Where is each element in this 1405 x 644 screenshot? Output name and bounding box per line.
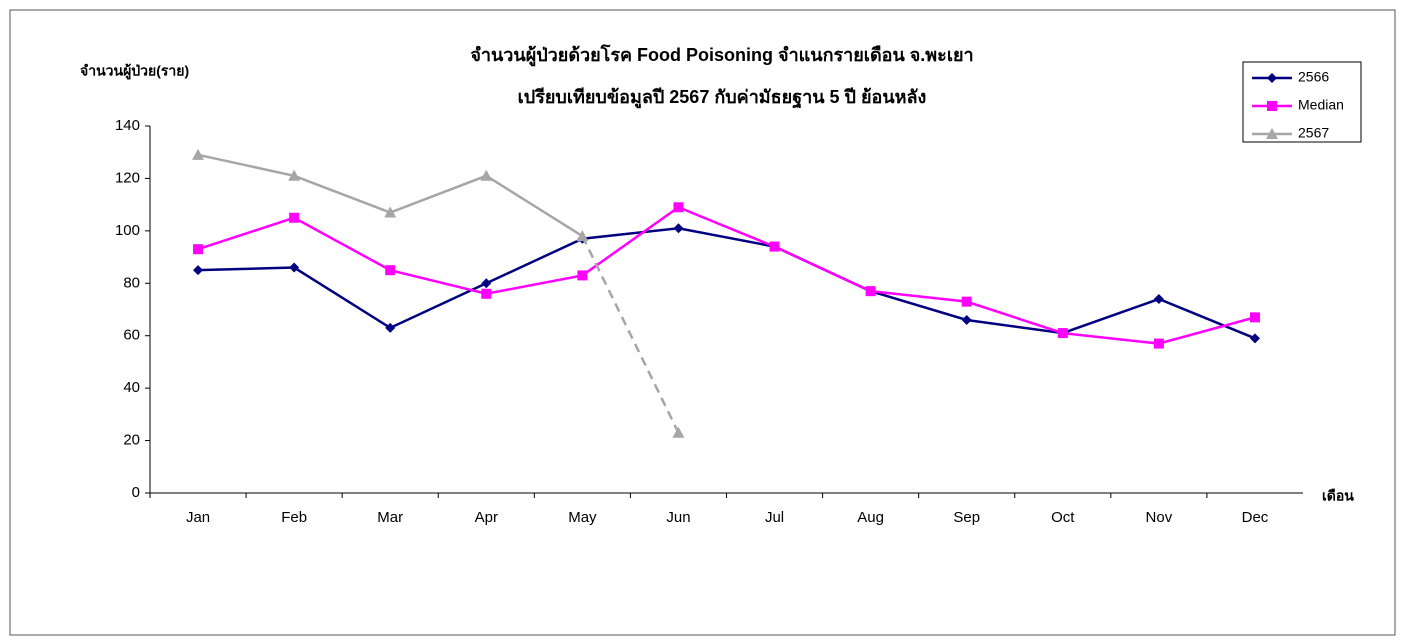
point bbox=[385, 265, 396, 276]
x-tick-label: Jul bbox=[765, 509, 784, 526]
point bbox=[577, 270, 588, 281]
point bbox=[193, 265, 204, 276]
legend-marker bbox=[1266, 128, 1278, 139]
x-tick-label: Jun bbox=[666, 509, 690, 526]
point bbox=[481, 278, 492, 289]
x-tick-label: May bbox=[568, 509, 597, 526]
y-axis-label: จำนวนผู้ป่วย(ราย) bbox=[80, 63, 189, 80]
chart-subtitle: เปรียบเทียบข้อมูลปี 2567 กับค่ามัธยฐาน 5… bbox=[518, 87, 927, 109]
point bbox=[384, 206, 397, 218]
series-line bbox=[198, 226, 1256, 340]
point bbox=[385, 322, 396, 333]
point bbox=[961, 296, 972, 307]
legend-marker bbox=[1267, 101, 1277, 111]
y-tick-label: 20 bbox=[123, 432, 140, 449]
legend-label: Median bbox=[1298, 97, 1344, 113]
x-tick-label: Sep bbox=[953, 509, 980, 526]
x-tick-label: Jan bbox=[186, 509, 210, 526]
y-tick-label: 80 bbox=[123, 274, 140, 291]
series-line bbox=[197, 205, 1256, 345]
point bbox=[673, 223, 684, 234]
point bbox=[480, 169, 493, 181]
point bbox=[865, 286, 876, 297]
point bbox=[961, 314, 972, 325]
point bbox=[673, 202, 684, 213]
point bbox=[289, 262, 300, 273]
y-tick-label: 0 bbox=[132, 484, 140, 501]
point bbox=[1153, 294, 1164, 305]
x-tick-label: Aug bbox=[857, 509, 884, 526]
legend-box bbox=[1242, 61, 1362, 143]
point bbox=[1249, 312, 1260, 323]
chart-frame bbox=[9, 9, 1396, 636]
point bbox=[1153, 338, 1164, 349]
y-tick-label: 140 bbox=[115, 117, 140, 134]
point bbox=[769, 241, 780, 252]
y-tick-label: 60 bbox=[123, 327, 140, 344]
point bbox=[288, 169, 301, 181]
series-line-dashed bbox=[581, 235, 680, 434]
point bbox=[576, 230, 589, 242]
point bbox=[289, 212, 300, 223]
x-tick-label: Nov bbox=[1146, 509, 1173, 526]
x-tick-label: Mar bbox=[377, 509, 403, 526]
x-axis-label: เดือน bbox=[1322, 488, 1354, 504]
y-tick-label: 100 bbox=[115, 222, 140, 239]
y-tick-label: 40 bbox=[123, 379, 140, 396]
x-tick-label: Oct bbox=[1051, 509, 1075, 526]
legend-marker bbox=[1267, 73, 1277, 83]
x-tick-label: Feb bbox=[281, 509, 307, 526]
y-tick-label: 120 bbox=[115, 169, 140, 186]
point bbox=[1057, 328, 1068, 339]
point bbox=[1249, 333, 1260, 344]
point bbox=[481, 288, 492, 299]
x-tick-label: Apr bbox=[475, 509, 498, 526]
point bbox=[192, 148, 205, 160]
point bbox=[193, 244, 204, 255]
legend-label: 2566 bbox=[1298, 69, 1329, 85]
legend-label: 2567 bbox=[1298, 125, 1329, 141]
x-tick-label: Dec bbox=[1242, 509, 1269, 526]
chart-title: จำนวนผู้ป่วยด้วยโรค Food Poisoning จำแนก… bbox=[470, 44, 973, 67]
point bbox=[672, 426, 685, 438]
